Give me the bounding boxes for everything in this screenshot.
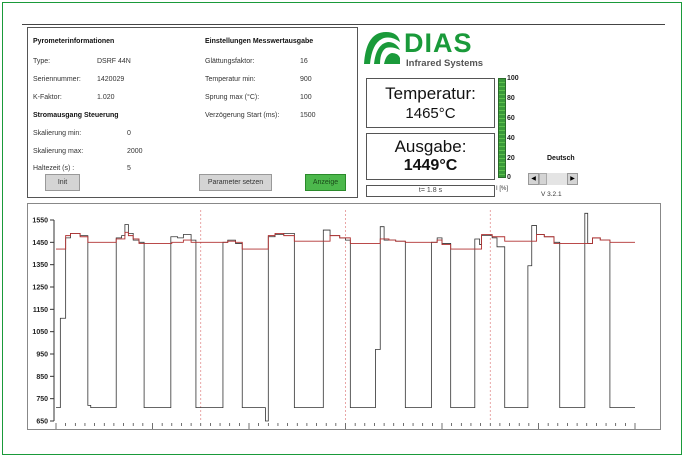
y-tick-label: 1450: [32, 240, 48, 247]
type-value: DSRF 44N: [97, 58, 131, 65]
kfactor-label: K-Faktor:: [33, 94, 62, 101]
y-tick-label: 650: [36, 419, 48, 426]
divider: [22, 24, 665, 25]
scroll-thumb[interactable]: [539, 173, 547, 185]
y-tick-label: 1250: [32, 285, 48, 292]
hold-time-label: Haltezeit (s) :: [33, 165, 75, 172]
serial-label: Seriennummer:: [33, 76, 81, 83]
output-label: Ausgabe:: [394, 137, 467, 156]
output-display: Ausgabe: 1449°C: [366, 133, 495, 180]
logo-text: DIAS: [404, 28, 473, 58]
temperature-value: 1465°C: [405, 105, 456, 122]
delay-value: 1500: [300, 112, 316, 119]
settings-title: Einstellungen Messwertausgabe: [205, 38, 314, 45]
scroll-left-button[interactable]: ◀: [528, 173, 539, 185]
display-button[interactable]: Anzeige: [305, 174, 346, 191]
scale-min-value: 0: [127, 130, 131, 137]
hold-time-value: 5: [127, 165, 131, 172]
logo-mark-icon: [364, 32, 400, 64]
dias-logo: DIAS Infrared Systems: [362, 28, 492, 73]
language-scrollbar[interactable]: ◀ ▶: [528, 173, 578, 185]
temp-min-value: 900: [300, 76, 312, 83]
current-level-bar: [498, 78, 506, 178]
bar-tick: 0: [507, 174, 511, 181]
temperature-chart: 15501450135012501150105095085075065017:0…: [27, 203, 661, 437]
temperature-label: Temperatur:: [385, 84, 476, 103]
y-tick-label: 750: [36, 396, 48, 403]
y-tick-label: 1150: [33, 307, 48, 314]
serial-value: 1420029: [97, 76, 125, 83]
bar-tick: 60: [507, 115, 515, 122]
y-tick-label: 850: [36, 374, 48, 381]
jump-max-value: 100: [300, 94, 312, 101]
pyrometer-title: Pyrometerinformationen: [33, 38, 115, 45]
temperature-series-line: [56, 212, 635, 422]
temp-min-label: Temperatur min:: [205, 76, 256, 83]
bar-tick: 80: [507, 95, 515, 102]
y-tick-label: 950: [36, 352, 48, 359]
type-label: Type:: [33, 58, 51, 65]
bar-tick: 100: [507, 75, 519, 82]
output-series-line: [56, 231, 635, 250]
scale-max-label: Skalierung max:: [33, 148, 84, 155]
bar-tick: 20: [507, 155, 515, 162]
y-tick-label: 1050: [32, 329, 48, 336]
scale-max-value: 2000: [127, 148, 143, 155]
time-display: t= 1.8 s: [366, 185, 495, 197]
current-output-title: Stromausgang Steuerung: [33, 112, 119, 119]
version-label: V 3.2.1: [541, 191, 562, 198]
bar-unit-label: I [%]: [496, 186, 509, 192]
smoothing-value: 16: [300, 58, 308, 65]
temperature-display: Temperatur: 1465°C: [366, 78, 495, 128]
chart-svg: 15501450135012501150105095085075065017:0…: [32, 210, 649, 437]
bar-tick: 40: [507, 135, 515, 142]
init-button[interactable]: Init: [45, 174, 80, 191]
logo-subtitle: Infrared Systems: [406, 58, 484, 69]
kfactor-value: 1.020: [97, 94, 115, 101]
language-label: Deutsch: [547, 155, 575, 162]
jump-max-label: Sprung max (°C):: [205, 94, 260, 101]
smoothing-label: Glättungsfaktor:: [205, 58, 255, 65]
output-value: 1449°C: [403, 157, 458, 174]
y-tick-label: 1350: [32, 262, 48, 269]
parameter-panel: Pyrometerinformationen Type: DSRF 44N Se…: [27, 27, 358, 198]
scroll-right-button[interactable]: ▶: [567, 173, 578, 185]
y-tick-label: 1550: [32, 218, 48, 225]
scale-min-label: Skalierung min:: [33, 130, 82, 137]
set-parameters-button[interactable]: Parameter setzen: [199, 174, 272, 191]
delay-label: Verzögerung Start (ms):: [205, 112, 280, 119]
